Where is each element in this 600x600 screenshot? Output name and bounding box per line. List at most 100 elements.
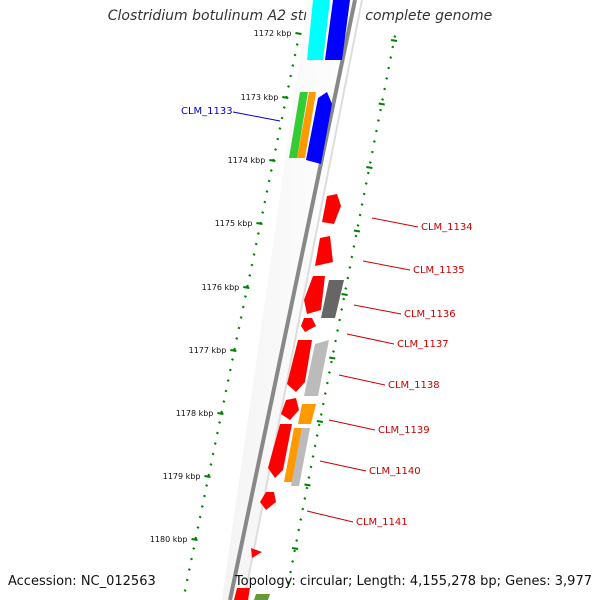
inner-minor-tick [327, 371, 331, 374]
minor-tick [295, 43, 299, 46]
minor-tick [250, 263, 254, 267]
gene-blue-clm1133[interactable] [306, 92, 332, 164]
minor-tick [282, 106, 286, 109]
inner-minor-tick [303, 497, 307, 500]
inner-minor-tick [387, 66, 391, 70]
major-tick [230, 349, 237, 352]
gene-red-clm1141[interactable] [260, 492, 276, 510]
inner-minor-tick [295, 539, 299, 542]
minor-tick [293, 53, 297, 57]
inner-minor-tick [329, 360, 333, 364]
gene-red-bottom[interactable] [234, 588, 250, 600]
gene-red-clm1137[interactable] [301, 318, 316, 332]
gene-label[interactable]: CLM_1139 [378, 425, 430, 436]
gene-red-small-1180[interactable] [251, 548, 262, 558]
gene-label[interactable]: CLM_1140 [369, 466, 421, 477]
minor-tick [256, 232, 260, 235]
gene-orange-clm1140[interactable] [284, 428, 302, 482]
inner-minor-tick [381, 98, 385, 101]
gene-blue-1172[interactable] [325, 0, 350, 60]
gene-red-clm1135[interactable] [315, 236, 333, 266]
inner-minor-tick [362, 192, 366, 196]
gene-features[interactable] [234, 0, 350, 600]
minor-tick [209, 463, 213, 466]
inner-minor-tick [385, 77, 389, 80]
inner-minor-tick [346, 276, 350, 280]
scale-tick-label: 1173 kbp [241, 93, 279, 102]
gene-label[interactable]: CLM_1135 [413, 265, 465, 276]
scale-tick-label: 1172 kbp [254, 29, 292, 38]
minor-tick [222, 400, 226, 403]
gene-red-clm1140[interactable] [268, 424, 292, 478]
inner-minor-tick [325, 381, 329, 385]
inner-minor-tick [301, 507, 305, 511]
scale-tick-label: 1178 kbp [176, 409, 214, 418]
gene-label-line [306, 510, 354, 523]
inner-major-tick [353, 229, 361, 233]
minor-tick [252, 253, 256, 256]
gene-label[interactable]: CLM_1138 [388, 380, 440, 391]
gene-label-line [328, 419, 376, 431]
major-tick [191, 538, 198, 541]
inner-minor-tick [307, 476, 311, 479]
inner-minor-tick [358, 213, 362, 217]
inner-major-tick [316, 420, 324, 423]
inner-minor-tick [291, 560, 295, 563]
gene-cyan-1172[interactable] [307, 0, 330, 60]
minor-tick [205, 484, 209, 487]
inner-minor-tick [364, 182, 368, 185]
gene-lightgray-clm1140[interactable] [291, 428, 310, 486]
gene-red-clm1134[interactable] [322, 194, 341, 224]
map-title: Clostridium botulinum A2 str. Kyoto, com… [107, 8, 493, 24]
gene-labels[interactable]: CLM_1133 CLM_1134 CLM_1135 CLM_1136 CLM_1137… [181, 106, 473, 528]
inner-minor-tick [393, 35, 397, 38]
inner-minor-tick [391, 45, 395, 49]
gene-green-1173[interactable] [289, 92, 308, 158]
minor-tick [220, 410, 224, 414]
minor-tick [248, 274, 252, 277]
inner-minor-tick [313, 444, 317, 448]
gene-label[interactable]: CLM_1134 [421, 222, 473, 233]
inner-minor-tick [383, 87, 387, 91]
gene-red-clm1138[interactable] [287, 340, 312, 392]
inner-minor-tick [368, 161, 372, 164]
inner-minor-tick [344, 287, 348, 290]
gene-label[interactable]: CLM_1137 [397, 339, 449, 350]
backbone-inner-line [228, 0, 357, 600]
minor-tick [190, 557, 193, 561]
gene-label[interactable]: CLM_1133 [181, 106, 233, 117]
gene-gray-clm1136[interactable] [321, 280, 344, 318]
major-tick [256, 222, 263, 225]
inner-minor-tick [336, 329, 340, 332]
gene-orange-1173[interactable] [297, 92, 316, 158]
inner-minor-tick [289, 570, 292, 574]
gene-label-line [346, 333, 395, 345]
major-tick [269, 159, 276, 162]
inner-minor-tick [334, 339, 337, 343]
gene-label[interactable]: CLM_1136 [404, 309, 456, 320]
minor-tick [243, 295, 247, 298]
inner-minor-tick [342, 297, 346, 301]
minor-tick [280, 116, 284, 120]
minor-tick [254, 242, 258, 246]
inner-minor-tick [297, 528, 301, 532]
gene-label[interactable]: CLM_1141 [356, 517, 408, 528]
inner-major-tick [390, 39, 398, 42]
gene-orange-clm1139[interactable] [298, 404, 316, 424]
inner-minor-tick [309, 465, 313, 469]
gene-label-line [353, 304, 402, 315]
gene-label-line [338, 374, 386, 386]
gene-label-line [232, 111, 281, 122]
minor-tick [207, 473, 211, 477]
gene-lightgray-clm1138[interactable] [304, 340, 329, 396]
scale-tick-label: 1179 kbp [163, 472, 201, 481]
minor-tick [278, 127, 282, 130]
gene-red-clm1136[interactable] [304, 276, 325, 314]
inner-minor-tick [350, 255, 354, 259]
major-tick [282, 96, 289, 99]
inner-minor-tick [360, 203, 364, 206]
gene-olive-bottom[interactable] [254, 594, 270, 600]
minor-tick [213, 442, 217, 445]
gene-red-clm1139[interactable] [281, 398, 299, 420]
